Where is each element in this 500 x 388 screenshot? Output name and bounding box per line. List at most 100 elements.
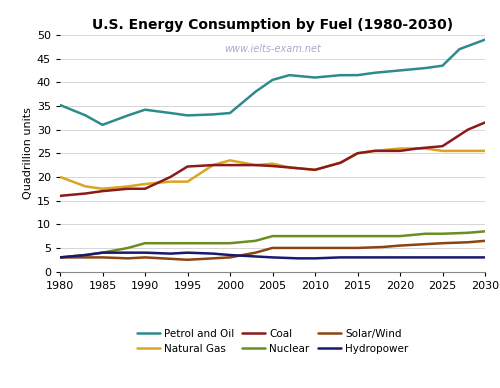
Hydropower	[482, 255, 488, 260]
Petrol and Oil	[184, 113, 190, 118]
Coal	[414, 146, 420, 151]
Petrol and Oil	[100, 123, 105, 127]
Nuclear	[440, 231, 446, 236]
Solar/Wind	[354, 246, 360, 250]
Nuclear	[252, 239, 258, 243]
Line: Petrol and Oil: Petrol and Oil	[60, 40, 485, 125]
Hydropower	[354, 255, 360, 260]
Coal	[482, 120, 488, 125]
Coal	[397, 149, 403, 153]
Solar/Wind	[100, 255, 105, 260]
Solar/Wind	[142, 255, 148, 260]
Solar/Wind	[422, 242, 428, 246]
Natural Gas	[482, 149, 488, 153]
Petrol and Oil	[482, 37, 488, 42]
Line: Solar/Wind: Solar/Wind	[60, 241, 485, 260]
Nuclear	[295, 234, 301, 238]
Title: U.S. Energy Consumption by Fuel (1980-2030): U.S. Energy Consumption by Fuel (1980-20…	[92, 18, 453, 32]
Solar/Wind	[482, 239, 488, 243]
Solar/Wind	[397, 243, 403, 248]
Coal	[312, 168, 318, 172]
Nuclear	[482, 229, 488, 234]
Coal	[372, 149, 378, 153]
Petrol and Oil	[422, 66, 428, 70]
Coal	[354, 151, 360, 156]
Coal	[227, 163, 233, 168]
Nuclear	[270, 234, 276, 238]
Hydropower	[440, 255, 446, 260]
Solar/Wind	[252, 250, 258, 255]
Petrol and Oil	[440, 63, 446, 68]
Petrol and Oil	[210, 112, 216, 117]
Natural Gas	[57, 175, 63, 179]
Nuclear	[210, 241, 216, 246]
Natural Gas	[440, 149, 446, 153]
Coal	[82, 191, 88, 196]
Petrol and Oil	[338, 73, 344, 78]
Natural Gas	[100, 187, 105, 191]
Coal	[100, 189, 105, 194]
Solar/Wind	[312, 246, 318, 250]
Natural Gas	[125, 184, 131, 189]
Solar/Wind	[227, 255, 233, 260]
Coal	[465, 127, 471, 132]
Petrol and Oil	[354, 73, 360, 78]
Nuclear	[338, 234, 344, 238]
Nuclear	[465, 230, 471, 235]
Natural Gas	[312, 168, 318, 172]
Coal	[57, 194, 63, 198]
Natural Gas	[210, 163, 216, 168]
Hydropower	[252, 254, 258, 259]
Solar/Wind	[295, 246, 301, 250]
Natural Gas	[82, 184, 88, 189]
Petrol and Oil	[168, 111, 173, 115]
Hydropower	[465, 255, 471, 260]
Hydropower	[57, 255, 63, 260]
Line: Hydropower: Hydropower	[60, 253, 485, 258]
Natural Gas	[422, 146, 428, 151]
Nuclear	[184, 241, 190, 246]
Line: Natural Gas: Natural Gas	[60, 149, 485, 189]
Line: Coal: Coal	[60, 123, 485, 196]
Natural Gas	[465, 149, 471, 153]
Solar/Wind	[125, 256, 131, 261]
Nuclear	[354, 234, 360, 238]
Solar/Wind	[338, 246, 344, 250]
Coal	[440, 144, 446, 149]
Hydropower	[270, 255, 276, 260]
Hydropower	[338, 255, 344, 260]
Natural Gas	[372, 149, 378, 153]
Hydropower	[100, 250, 105, 255]
Solar/Wind	[82, 255, 88, 260]
Petrol and Oil	[57, 103, 63, 107]
Coal	[125, 187, 131, 191]
Petrol and Oil	[252, 89, 258, 94]
Solar/Wind	[210, 256, 216, 261]
Nuclear	[380, 234, 386, 238]
Natural Gas	[142, 182, 148, 186]
Hydropower	[184, 250, 190, 255]
Y-axis label: Quadrillion units: Quadrillion units	[22, 107, 32, 199]
Natural Gas	[252, 163, 258, 168]
Hydropower	[397, 255, 403, 260]
Hydropower	[227, 253, 233, 257]
Solar/Wind	[168, 256, 173, 261]
Coal	[142, 187, 148, 191]
Nuclear	[100, 250, 105, 255]
Nuclear	[312, 234, 318, 238]
Natural Gas	[338, 160, 344, 165]
Petrol and Oil	[456, 47, 462, 52]
Hydropower	[422, 255, 428, 260]
Petrol and Oil	[142, 107, 148, 112]
Solar/Wind	[465, 240, 471, 244]
Natural Gas	[286, 165, 292, 170]
Solar/Wind	[270, 246, 276, 250]
Nuclear	[142, 241, 148, 246]
Nuclear	[57, 255, 63, 260]
Nuclear	[168, 241, 173, 246]
Petrol and Oil	[397, 68, 403, 73]
Coal	[338, 160, 344, 165]
Nuclear	[422, 231, 428, 236]
Legend: Petrol and Oil, Natural Gas, Coal, Nuclear, Solar/Wind, Hydropower: Petrol and Oil, Natural Gas, Coal, Nucle…	[136, 329, 408, 354]
Nuclear	[227, 241, 233, 246]
